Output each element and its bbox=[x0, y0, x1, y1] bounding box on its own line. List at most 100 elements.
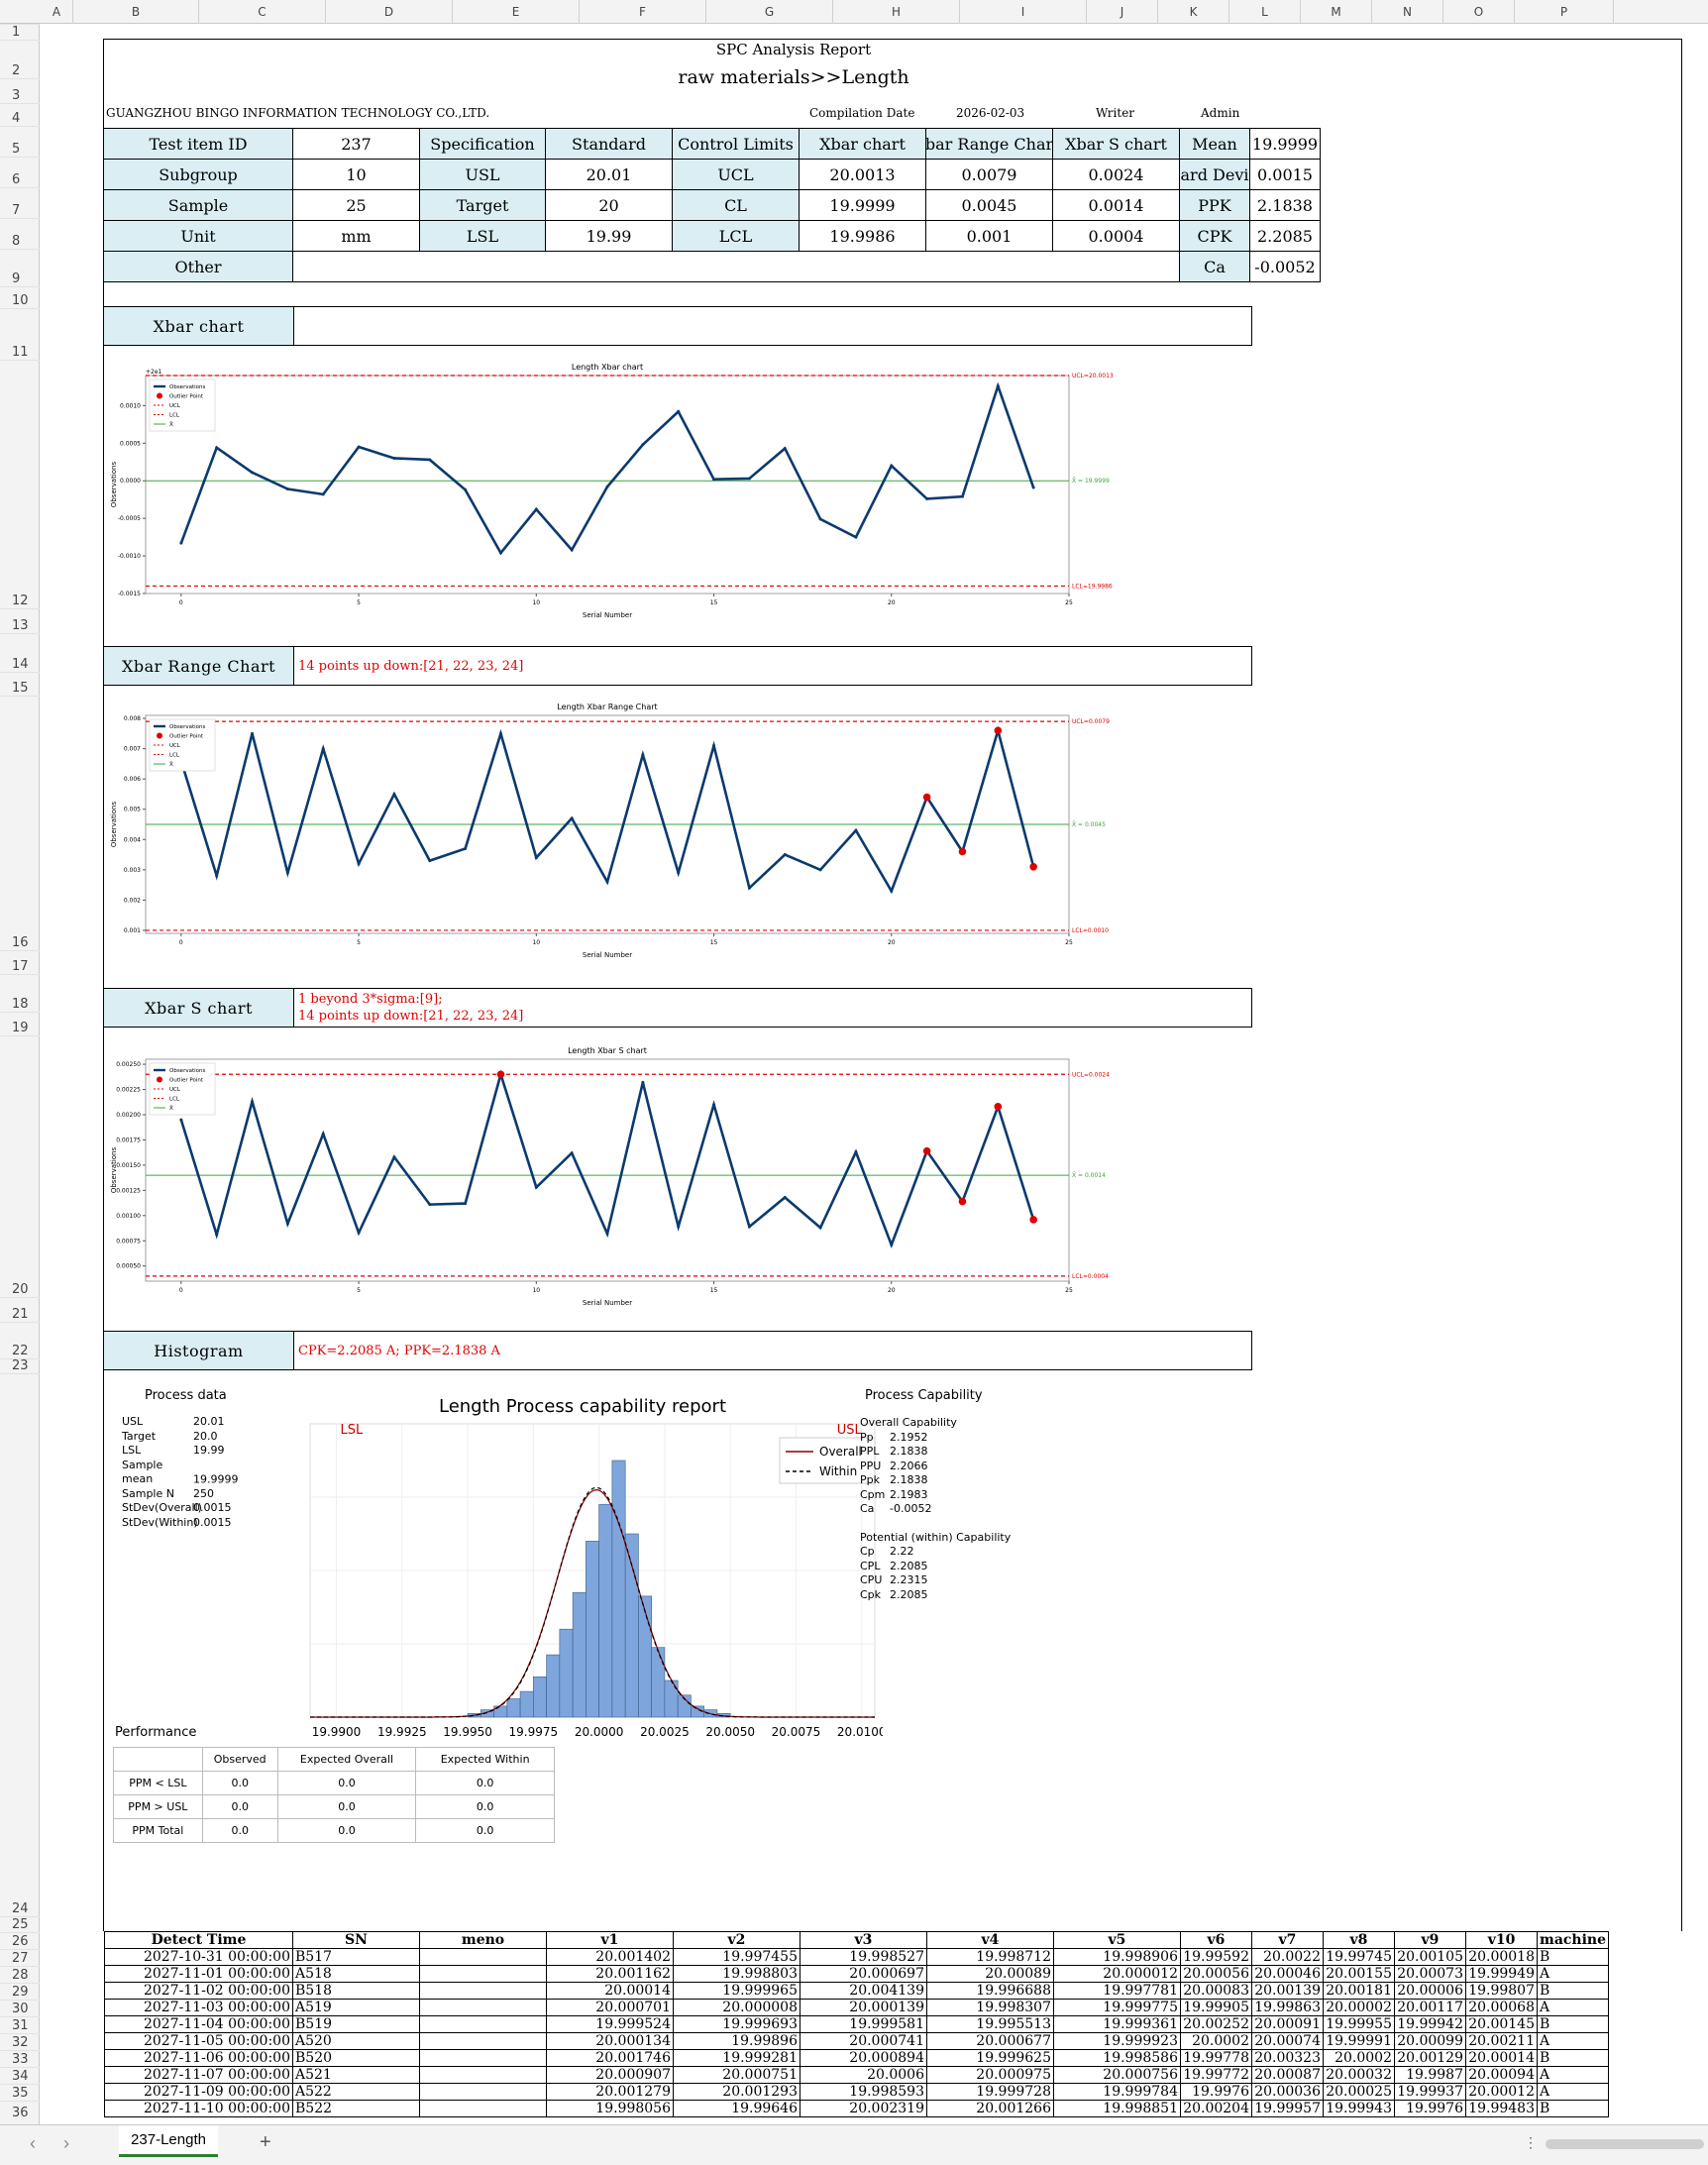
summary-cell[interactable]: 19.99 bbox=[545, 220, 673, 252]
row-header[interactable]: 26 bbox=[0, 1932, 40, 1949]
table-cell[interactable]: 20.00204 bbox=[1180, 2100, 1252, 2117]
row-header[interactable]: 25 bbox=[0, 1916, 40, 1932]
column-heading[interactable]: v9 bbox=[1394, 1931, 1466, 1949]
summary-cell[interactable]: Ca bbox=[1179, 251, 1250, 282]
row-header[interactable]: 29 bbox=[0, 1983, 40, 2000]
table-cell[interactable]: 20.0002 bbox=[1180, 2032, 1252, 2050]
table-row[interactable]: 2027-11-09 00:00:00 A522 20.001279 20.00129… bbox=[104, 2083, 1609, 2101]
table-cell[interactable]: 20.001279 bbox=[546, 2083, 674, 2101]
table-cell[interactable]: 20.00129 bbox=[1394, 2049, 1466, 2067]
summary-cell[interactable]: 0.0014 bbox=[1052, 189, 1180, 221]
table-cell[interactable]: 20.000756 bbox=[1053, 2066, 1181, 2084]
table-cell[interactable]: 19.99592 bbox=[1180, 1948, 1252, 1966]
summary-cell[interactable]: USL bbox=[419, 159, 546, 190]
table-cell[interactable]: 20.00181 bbox=[1323, 1982, 1395, 2000]
table-cell[interactable]: 19.99991 bbox=[1323, 2032, 1395, 2050]
column-header[interactable]: H bbox=[833, 0, 960, 24]
table-cell[interactable]: 20.000677 bbox=[926, 2032, 1054, 2050]
table-cell[interactable]: 19.998712 bbox=[926, 1948, 1054, 1966]
table-cell[interactable]: 20.000012 bbox=[1053, 1965, 1181, 1983]
table-cell[interactable]: A522 bbox=[292, 2083, 420, 2101]
row-header[interactable]: 8 bbox=[0, 218, 40, 249]
row-header[interactable]: 2 bbox=[0, 40, 40, 78]
table-cell[interactable] bbox=[419, 2015, 547, 2033]
column-header[interactable]: O bbox=[1443, 0, 1515, 24]
table-cell[interactable]: 19.997455 bbox=[673, 1948, 801, 1966]
column-header[interactable]: N bbox=[1372, 0, 1443, 24]
table-cell[interactable]: 19.99745 bbox=[1323, 1948, 1395, 1966]
table-cell[interactable]: 19.998803 bbox=[673, 1965, 801, 1983]
summary-cell[interactable]: 0.0045 bbox=[925, 189, 1053, 221]
row-header[interactable]: 31 bbox=[0, 2016, 40, 2033]
table-cell[interactable]: 20.00139 bbox=[1251, 1982, 1324, 2000]
table-cell[interactable]: B518 bbox=[292, 1982, 420, 2000]
table-cell[interactable]: 19.998586 bbox=[1053, 2049, 1181, 2067]
summary-cell[interactable]: -0.0052 bbox=[1249, 251, 1321, 282]
table-cell[interactable]: 20.00094 bbox=[1465, 2066, 1538, 2084]
table-cell[interactable]: B522 bbox=[292, 2100, 420, 2117]
summary-cell[interactable]: 20 bbox=[545, 189, 673, 221]
table-cell[interactable]: 19.99937 bbox=[1394, 2083, 1466, 2101]
table-cell[interactable] bbox=[419, 2083, 547, 2101]
table-cell[interactable]: 20.00018 bbox=[1465, 1948, 1538, 1966]
summary-cell[interactable]: 2.1838 bbox=[1249, 189, 1321, 221]
table-cell[interactable]: 19.9976 bbox=[1180, 2083, 1252, 2101]
table-cell[interactable]: B bbox=[1537, 2100, 1609, 2117]
column-header[interactable]: G bbox=[706, 0, 833, 24]
table-cell[interactable]: 19.998056 bbox=[546, 2100, 674, 2117]
table-cell[interactable]: 20.00074 bbox=[1251, 2032, 1324, 2050]
table-cell[interactable]: A520 bbox=[292, 2032, 420, 2050]
table-cell[interactable]: 20.000008 bbox=[673, 1999, 801, 2016]
summary-cell[interactable]: 2.2085 bbox=[1249, 220, 1321, 252]
table-cell[interactable]: 2027-11-10 00:00:00 bbox=[104, 2100, 293, 2117]
column-header[interactable]: J bbox=[1087, 0, 1158, 24]
more-options-icon[interactable]: ⋮ bbox=[1524, 2134, 1538, 2150]
table-cell[interactable]: 20.00032 bbox=[1323, 2066, 1395, 2084]
row-header[interactable]: 33 bbox=[0, 2050, 40, 2067]
table-cell[interactable]: 19.99942 bbox=[1394, 2015, 1466, 2033]
table-cell[interactable]: 19.998527 bbox=[800, 1948, 927, 1966]
table-cell[interactable]: 2027-10-31 00:00:00 bbox=[104, 1948, 293, 1966]
summary-cell[interactable]: Standard bbox=[545, 128, 673, 160]
column-header[interactable]: F bbox=[580, 0, 706, 24]
table-cell[interactable]: 20.000751 bbox=[673, 2066, 801, 2084]
table-cell[interactable]: 20.00014 bbox=[546, 1982, 674, 2000]
table-cell[interactable]: 19.999581 bbox=[800, 2015, 927, 2033]
table-cell[interactable]: 2027-11-07 00:00:00 bbox=[104, 2066, 293, 2084]
table-cell[interactable]: 19.999775 bbox=[1053, 1999, 1181, 2016]
s-control-chart[interactable]: Length Xbar S chart Serial Number Observat… bbox=[106, 1037, 1148, 1315]
table-cell[interactable]: 20.0002 bbox=[1323, 2049, 1395, 2067]
column-header[interactable]: K bbox=[1158, 0, 1229, 24]
table-cell[interactable]: 19.99896 bbox=[673, 2032, 801, 2050]
summary-cell[interactable]: 19.9986 bbox=[799, 220, 926, 252]
row-header[interactable]: 23 bbox=[0, 1358, 40, 1373]
table-cell[interactable]: 19.998307 bbox=[926, 1999, 1054, 2016]
row-header[interactable]: 20 bbox=[0, 1035, 40, 1297]
table-cell[interactable]: 20.000701 bbox=[546, 1999, 674, 2016]
column-header[interactable]: B bbox=[73, 0, 199, 24]
row-header[interactable]: 32 bbox=[0, 2033, 40, 2050]
column-heading[interactable]: v8 bbox=[1323, 1931, 1395, 1949]
row-header[interactable]: 9 bbox=[0, 249, 40, 286]
scroll-right-icon[interactable]: › bbox=[63, 2133, 69, 2153]
summary-cell[interactable]: CPK bbox=[1179, 220, 1250, 252]
summary-cell[interactable]: Subgroup bbox=[103, 159, 293, 190]
row-header[interactable]: 4 bbox=[0, 103, 40, 126]
summary-cell[interactable]: 0.001 bbox=[925, 220, 1053, 252]
table-cell[interactable]: 20.00012 bbox=[1465, 2083, 1538, 2101]
column-heading[interactable]: machine bbox=[1537, 1931, 1609, 1949]
table-cell[interactable]: A518 bbox=[292, 1965, 420, 1983]
table-cell[interactable]: 2027-11-06 00:00:00 bbox=[104, 2049, 293, 2067]
row-header[interactable]: 11 bbox=[0, 308, 40, 360]
table-row[interactable]: 2027-11-07 00:00:00 A521 20.000907 20.00075… bbox=[104, 2066, 1609, 2084]
table-cell[interactable]: 19.99905 bbox=[1180, 1999, 1252, 2016]
table-cell[interactable]: 20.0006 bbox=[800, 2066, 927, 2084]
table-cell[interactable]: 20.00036 bbox=[1251, 2083, 1324, 2101]
summary-cell[interactable]: LSL bbox=[419, 220, 546, 252]
table-cell[interactable]: 20.0022 bbox=[1251, 1948, 1324, 1966]
table-cell[interactable]: A bbox=[1537, 2066, 1609, 2084]
table-cell[interactable]: 20.00046 bbox=[1251, 1965, 1324, 1983]
table-cell[interactable]: 19.998593 bbox=[800, 2083, 927, 2101]
table-cell[interactable]: 20.004139 bbox=[800, 1982, 927, 2000]
row-header[interactable]: 15 bbox=[0, 672, 40, 696]
